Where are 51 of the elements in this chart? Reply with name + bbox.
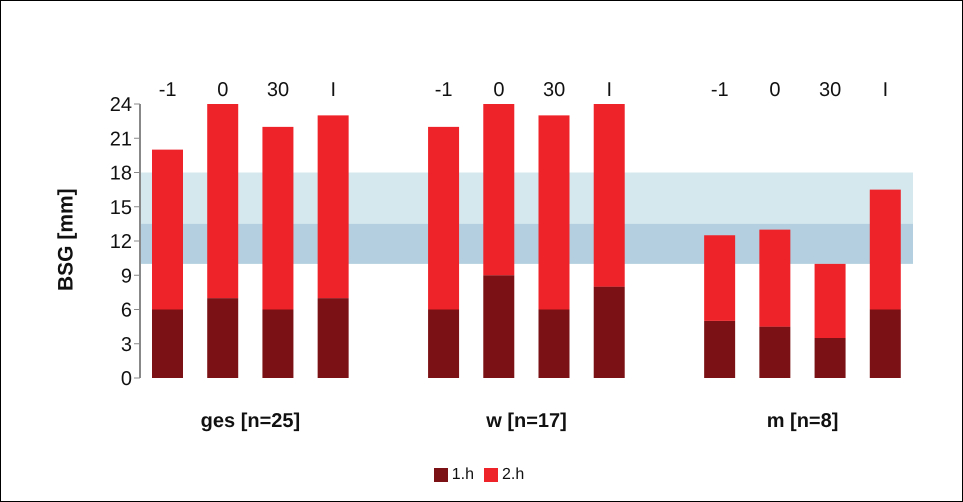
legend-label: 2.h xyxy=(502,466,524,483)
x-tick-label: -1 xyxy=(158,79,177,101)
x-tick-label: 0 xyxy=(493,79,504,101)
bar xyxy=(428,310,460,378)
bar xyxy=(870,190,901,310)
bar xyxy=(483,104,514,276)
x-tick-label: 30 xyxy=(266,79,290,101)
bar xyxy=(704,320,736,378)
bar xyxy=(318,298,349,378)
y-tick-label: 24 xyxy=(110,94,132,116)
x-tick-label: 0 xyxy=(217,79,228,101)
x-tick-label: 30 xyxy=(542,79,566,101)
bar xyxy=(814,264,846,338)
bar xyxy=(262,310,294,378)
x-tick-label: I xyxy=(606,79,612,101)
bar xyxy=(594,286,625,378)
y-tick-label: 12 xyxy=(110,231,132,254)
y-axis-title: BSG [mm] xyxy=(54,188,78,291)
x-tick-label: I xyxy=(882,79,888,101)
bar xyxy=(152,150,183,310)
bar xyxy=(594,104,625,287)
bar xyxy=(870,310,901,378)
x-tick-label: -1 xyxy=(434,79,453,101)
x-tick-label: 30 xyxy=(819,79,842,101)
bar xyxy=(152,310,183,378)
bar xyxy=(759,326,790,378)
x-tick-label: 0 xyxy=(769,79,781,101)
bar xyxy=(318,115,349,298)
bar xyxy=(428,126,460,310)
legend-label: 1.h xyxy=(452,466,474,483)
bar xyxy=(538,115,570,310)
text: m [n=8] xyxy=(766,410,840,433)
bar xyxy=(704,235,736,321)
y-tick-label: 18 xyxy=(110,162,132,185)
bar xyxy=(483,275,514,378)
bar xyxy=(814,338,846,378)
bar xyxy=(759,230,790,327)
text: ges [n=25] xyxy=(200,410,302,433)
x-tick-label: -1 xyxy=(710,79,729,101)
x-tick-label: I xyxy=(330,79,336,101)
text: w [n=17] xyxy=(485,410,568,433)
bar xyxy=(262,126,294,310)
bar xyxy=(538,310,570,378)
bar xyxy=(207,298,238,378)
y-tick-label: 3 xyxy=(120,334,132,356)
y-tick-label: 6 xyxy=(120,300,132,322)
y-tick-label: 0 xyxy=(120,368,132,390)
bar xyxy=(207,104,238,298)
y-tick-label: 9 xyxy=(120,265,132,288)
y-tick-label: 15 xyxy=(110,196,132,219)
y-tick-label: 21 xyxy=(110,128,132,150)
